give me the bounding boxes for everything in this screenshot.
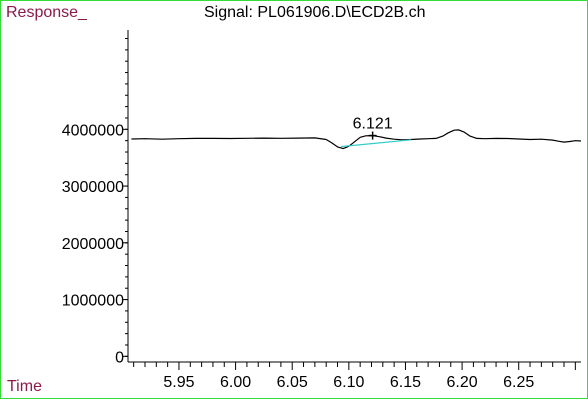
x-tick-label: 6.05 bbox=[277, 374, 308, 391]
signal-trace bbox=[131, 129, 582, 150]
y-tick-label: 3000000 bbox=[62, 179, 124, 196]
series-layer bbox=[131, 129, 582, 150]
y-tick-label: 0 bbox=[115, 349, 124, 366]
x-tick-label: 5.95 bbox=[163, 374, 194, 391]
x-axis-label: Time bbox=[7, 378, 42, 395]
chart-title: Signal: PL061906.D\ECD2B.ch bbox=[204, 4, 425, 21]
x-tick-label: 6.15 bbox=[390, 374, 421, 391]
x-tick-label: 6.25 bbox=[503, 374, 534, 391]
x-axis-ticks: 5.95 6.00 6.05 6.10 6.15 6.20 6.25 bbox=[133, 362, 576, 391]
peak-label: 6.121 bbox=[353, 116, 393, 133]
x-tick-label: 6.20 bbox=[447, 374, 478, 391]
y-tick-label: 1000000 bbox=[62, 293, 124, 310]
baseline-segment bbox=[340, 139, 412, 148]
annotation-layer: 6.121 bbox=[353, 116, 393, 140]
y-axis-ticks: 0 1000000 2000000 3000000 4000000 bbox=[62, 38, 128, 366]
y-axis-label: Response_ bbox=[6, 4, 88, 21]
x-tick-label: 6.00 bbox=[220, 374, 251, 391]
y-tick-label: 2000000 bbox=[62, 236, 124, 253]
x-tick-label: 6.10 bbox=[333, 374, 364, 391]
y-tick-label: 4000000 bbox=[62, 122, 124, 139]
